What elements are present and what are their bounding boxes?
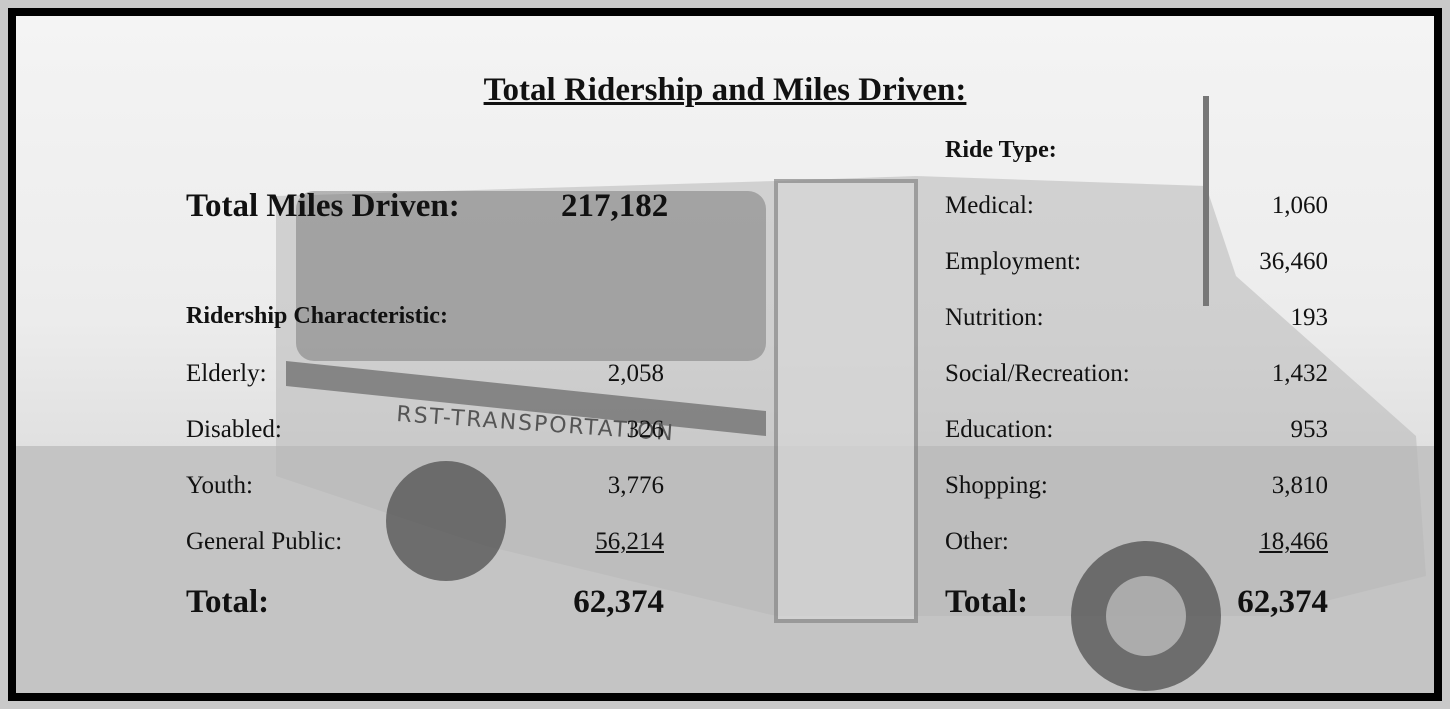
row-value: 18,466 xyxy=(1128,529,1328,554)
ride-type-heading: Ride Type: xyxy=(945,138,1057,162)
row-value: 1,432 xyxy=(1128,361,1328,386)
row-label: Other: xyxy=(945,529,1009,554)
ridership-total-value: 62,374 xyxy=(464,586,664,619)
row-label: Social/Recreation: xyxy=(945,361,1130,386)
ridership-total-label: Total: xyxy=(186,586,269,619)
ridership-heading: Ridership Characteristic: xyxy=(186,304,448,328)
row-label: Elderly: xyxy=(186,361,267,386)
row-value: 193 xyxy=(1128,305,1328,330)
page: RST-TRANSPORTATION Total Ridership and M… xyxy=(0,0,1450,709)
ride-type-total-label: Total: xyxy=(945,586,1028,619)
row-value: 2,058 xyxy=(464,361,664,386)
row-label: Medical: xyxy=(945,193,1034,218)
row-label: Disabled: xyxy=(186,417,282,442)
row-label: Education: xyxy=(945,417,1053,442)
row-label: Nutrition: xyxy=(945,305,1044,330)
row-value: 953 xyxy=(1128,417,1328,442)
title: Total Ridership and Miles Driven: xyxy=(16,74,1434,107)
row-value: 3,810 xyxy=(1128,473,1328,498)
miles-label: Total Miles Driven: xyxy=(186,190,460,223)
row-value: 326 xyxy=(464,417,664,442)
row-label: Employment: xyxy=(945,249,1081,274)
row-value: 56,214 xyxy=(464,529,664,554)
row-value: 3,776 xyxy=(464,473,664,498)
row-label: General Public: xyxy=(186,529,342,554)
row-label: Youth: xyxy=(186,473,253,498)
bus-door xyxy=(776,181,916,621)
miles-value: 217,182 xyxy=(561,190,668,223)
ride-type-total-value: 62,374 xyxy=(1128,586,1328,619)
row-value: 1,060 xyxy=(1128,193,1328,218)
row-label: Shopping: xyxy=(945,473,1048,498)
row-value: 36,460 xyxy=(1128,249,1328,274)
slide: RST-TRANSPORTATION Total Ridership and M… xyxy=(8,8,1442,701)
